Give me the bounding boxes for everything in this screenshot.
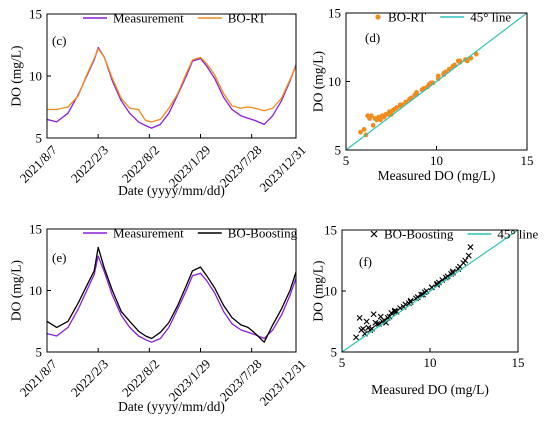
y-tick-label: 5 [36, 345, 43, 360]
y-tick-label: 15 [29, 222, 42, 237]
x-tick-label: 2021/8/7 [17, 142, 61, 186]
scatter-point-x [363, 318, 370, 325]
y-tick-label: 5 [331, 345, 338, 360]
legend-label: BO-Boosting [228, 226, 298, 241]
scatter-point-x [353, 334, 360, 341]
plot-area-d [346, 13, 527, 150]
scatter-point [358, 129, 363, 135]
scatter-point-x [365, 324, 372, 331]
scatter-point [367, 116, 372, 121]
line-45-degree [342, 230, 518, 352]
y-tick-label: 10 [324, 284, 337, 299]
legend-label: BO-RT [388, 10, 426, 25]
y-axis-label: DO (mg/L) [311, 51, 326, 112]
legend-label: 45° line [470, 10, 511, 25]
x-axis-label: Date (yyyy/mm/dd) [118, 183, 225, 198]
y-axis-label: DO (mg/L) [9, 45, 24, 106]
scatter-point [361, 127, 367, 132]
scatter-point-x [372, 319, 379, 326]
scatter-point [392, 106, 398, 112]
x-tick-label: 2023/12/31 [256, 356, 308, 408]
legend-label: BO-Boosting [384, 227, 454, 242]
series-line-bo-rt [47, 48, 296, 123]
y-tick-label: 5 [335, 143, 342, 158]
legend-label: BO-RT [228, 11, 266, 26]
plot-area-f [342, 230, 518, 352]
x-tick-label: 5 [343, 153, 350, 168]
x-tick-label: 10 [430, 153, 443, 168]
scatter-point-x [370, 311, 377, 318]
plot-area-e [47, 246, 296, 343]
x-tick-label: 5 [339, 355, 346, 370]
x-tick-label: 2022/8/2 [119, 356, 162, 399]
plot-area-c [47, 46, 296, 129]
y-tick-label: 10 [29, 283, 42, 298]
scatter-point-x [462, 257, 469, 264]
legend-swatch-dot [375, 14, 381, 20]
x-tick-label: 2022/2/3 [68, 356, 111, 399]
series-line-measurement [47, 255, 296, 343]
scatter-point [385, 111, 391, 117]
y-axis-label: DO (mg/L) [9, 260, 24, 321]
y-tick-label: 10 [29, 69, 42, 84]
scatter-point [370, 122, 376, 128]
x-axis-label: Measured DO (mg/L) [378, 168, 496, 183]
scatter-point-x [467, 244, 474, 251]
y-axis-label: DO (mg/L) [311, 260, 326, 321]
x-axis-label: Measured DO (mg/L) [371, 382, 489, 397]
x-tick-label: 15 [512, 355, 525, 370]
series-line-bo-boosting [47, 246, 296, 343]
scatter-point [374, 117, 380, 123]
y-tick-label: 15 [29, 7, 42, 22]
panel-label: (e) [52, 250, 66, 265]
legend-label: 45° line [497, 227, 538, 242]
scatter-point [455, 58, 461, 64]
y-tick-label: 15 [324, 223, 337, 238]
scatter-point-x [356, 314, 363, 321]
y-tick-label: 10 [328, 74, 341, 89]
series-line-measurement [47, 46, 296, 129]
panel-label: (c) [52, 33, 66, 48]
legend-label: Measurement [113, 11, 184, 26]
x-tick-label: 2023/12/31 [256, 142, 308, 194]
scatter-point [381, 114, 387, 120]
panel-label: (d) [365, 30, 380, 45]
x-axis-label: Date (yyyy/mm/dd) [118, 399, 225, 414]
axes-frame-c [46, 13, 297, 139]
x-tick-label: 2022/8/2 [119, 142, 162, 185]
line-45-degree [346, 13, 527, 150]
panel-label: (f) [359, 254, 372, 269]
x-tick-label: 15 [521, 153, 534, 168]
scatter-point-x [388, 309, 395, 316]
x-tick-label: 2021/8/7 [17, 356, 61, 400]
legend-label: Measurement [113, 226, 184, 241]
x-tick-label: 10 [424, 355, 437, 370]
legend-swatch-x [370, 230, 378, 238]
y-tick-label: 15 [328, 6, 341, 21]
x-tick-label: 2022/2/3 [68, 142, 111, 185]
x-tick-label: 2023/1/29 [166, 356, 214, 404]
scatter-point [435, 73, 441, 79]
scatter-point-x [465, 252, 472, 259]
scatter-point [377, 117, 383, 123]
y-tick-label: 5 [36, 131, 43, 146]
